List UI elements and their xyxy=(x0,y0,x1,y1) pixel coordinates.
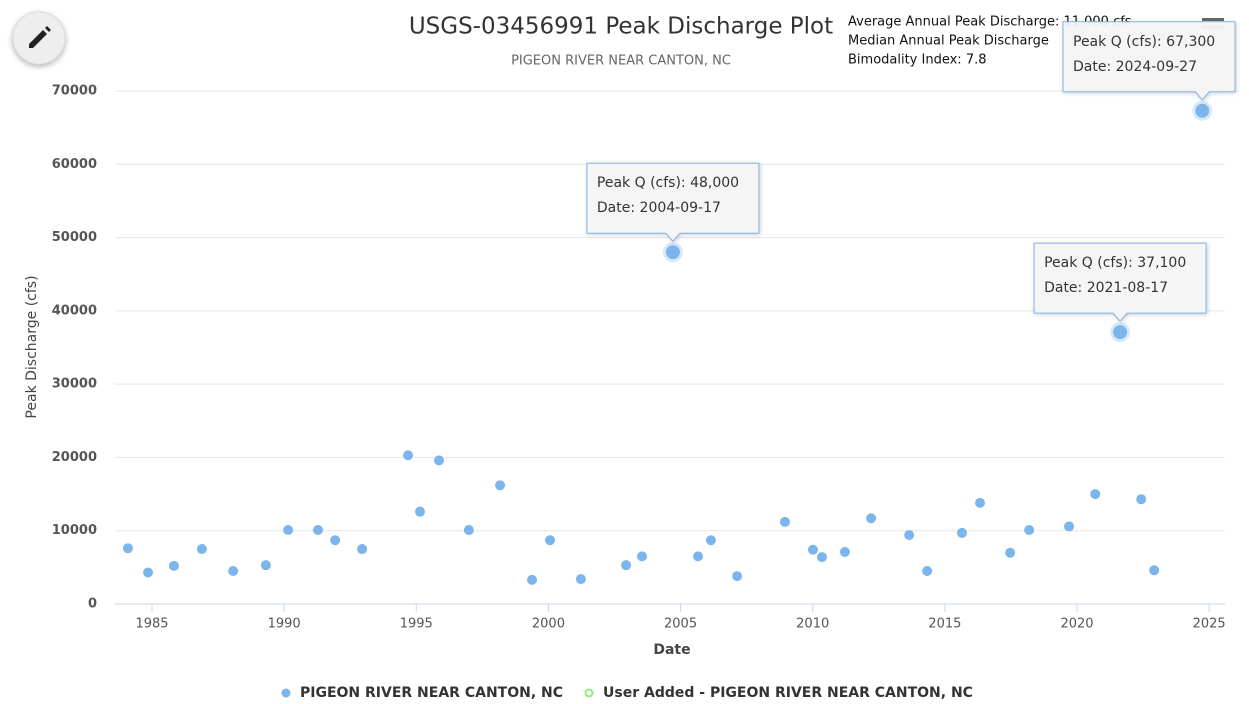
point xyxy=(665,245,680,260)
tooltip: Peak Q (cfs): 48,000 Date: 2004-09-17 xyxy=(586,162,760,242)
point xyxy=(1005,547,1016,558)
y-tick-label: 50000 xyxy=(52,230,97,245)
legend-item[interactable]: PIGEON RIVER NEAR CANTON, NC xyxy=(281,685,564,701)
point xyxy=(816,552,827,563)
legend-symbol xyxy=(281,688,291,698)
x-tick-label: 2000 xyxy=(532,617,565,632)
edit-button[interactable] xyxy=(12,11,66,65)
point xyxy=(330,535,341,546)
point xyxy=(312,524,323,535)
legend-item[interactable]: User Added - PIGEON RIVER NEAR CANTON, N… xyxy=(584,685,973,701)
tooltip-text: Peak Q (cfs): 37,100 xyxy=(1044,255,1186,271)
point xyxy=(957,527,968,538)
tooltip-box xyxy=(1033,242,1207,322)
point xyxy=(168,560,179,571)
menu-bar xyxy=(1202,18,1224,21)
y-tick-label: 20000 xyxy=(52,450,97,465)
point xyxy=(143,567,154,578)
info-line: Average Annual Peak Discharge: 11,000 cf… xyxy=(848,15,1132,30)
point xyxy=(434,455,445,466)
point xyxy=(1090,489,1101,500)
point xyxy=(839,546,850,557)
tooltip-box xyxy=(1062,21,1236,101)
point xyxy=(122,543,133,554)
y-tick-label: 30000 xyxy=(52,377,97,392)
point xyxy=(283,524,294,535)
point xyxy=(779,516,790,527)
point xyxy=(904,530,915,541)
point xyxy=(463,524,474,535)
legend-label: PIGEON RIVER NEAR CANTON, NC xyxy=(300,685,563,701)
chart-subtitle: PIGEON RIVER NEAR CANTON, NC xyxy=(511,54,731,69)
point xyxy=(1195,103,1210,118)
point xyxy=(705,535,716,546)
y-tick-label: 10000 xyxy=(52,523,97,538)
y-tick-label: 70000 xyxy=(52,84,97,99)
point xyxy=(693,551,704,562)
x-tick-label: 2025 xyxy=(1193,617,1226,632)
point xyxy=(807,544,818,555)
tooltip: Peak Q (cfs): 37,100 Date: 2021-08-17 xyxy=(1033,242,1207,322)
point xyxy=(414,506,425,517)
tooltip-text: Peak Q (cfs): 48,000 xyxy=(597,175,739,191)
y-tick-label: 40000 xyxy=(52,303,97,318)
info-line: Bimodality Index: 7.8 xyxy=(848,53,987,68)
point xyxy=(495,480,506,491)
tooltip-text: Date: 2024-09-27 xyxy=(1073,59,1197,75)
pencil-icon xyxy=(29,26,51,48)
y-axis-label: Peak Discharge (cfs) xyxy=(24,275,40,418)
point xyxy=(228,566,239,577)
info-line: Median Annual Peak Discharge xyxy=(848,34,1049,49)
point xyxy=(575,574,586,585)
x-axis-label: Date xyxy=(653,642,690,658)
x-tick-label: 1985 xyxy=(135,617,168,632)
point xyxy=(866,513,877,524)
y-tick-label: 0 xyxy=(88,597,97,612)
x-tick-label: 2005 xyxy=(664,617,697,632)
point xyxy=(527,574,538,585)
point xyxy=(636,551,647,562)
tooltip-text: Date: 2021-08-17 xyxy=(1044,280,1168,296)
x-tick-label: 2010 xyxy=(796,617,829,632)
point xyxy=(621,560,632,571)
tooltip-text: Date: 2004-09-17 xyxy=(597,200,721,216)
point xyxy=(1064,521,1075,532)
point xyxy=(196,544,207,555)
point xyxy=(1149,565,1160,576)
x-tick-label: 1995 xyxy=(400,617,433,632)
point xyxy=(1136,494,1147,505)
tooltip: Peak Q (cfs): 67,300 Date: 2024-09-27 xyxy=(1062,21,1236,101)
point xyxy=(922,566,933,577)
point xyxy=(260,560,271,571)
tooltip-box xyxy=(586,162,760,242)
x-tick-label: 2020 xyxy=(1060,617,1093,632)
point xyxy=(1113,325,1128,340)
tooltip-text: Peak Q (cfs): 67,300 xyxy=(1073,34,1215,50)
chart-title: USGS-03456991 Peak Discharge Plot xyxy=(409,14,833,40)
point xyxy=(732,571,743,582)
point xyxy=(975,497,986,508)
y-tick-label: 60000 xyxy=(52,157,97,172)
point xyxy=(1024,524,1035,535)
legend-label: User Added - PIGEON RIVER NEAR CANTON, N… xyxy=(603,685,973,701)
x-tick-label: 2015 xyxy=(928,617,961,632)
point xyxy=(545,535,556,546)
x-tick-label: 1990 xyxy=(268,617,301,632)
legend-symbol xyxy=(584,688,594,698)
point xyxy=(357,544,368,555)
point xyxy=(403,450,414,461)
